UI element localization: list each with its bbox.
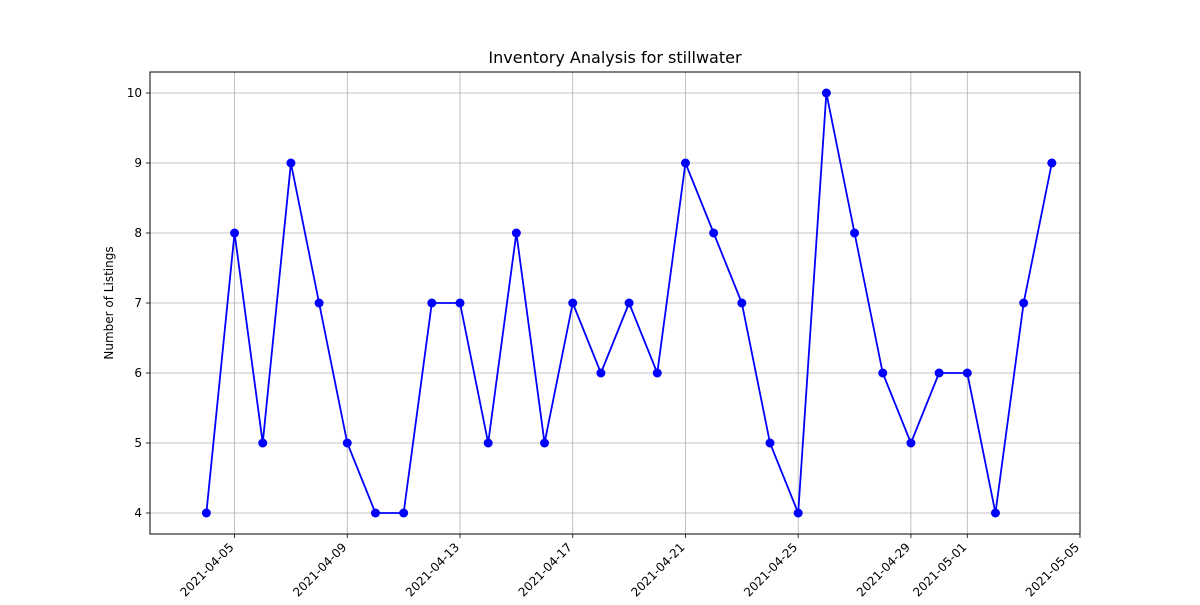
x-tick-label: 2021-04-17 <box>516 540 575 599</box>
x-tick-label: 2021-05-01 <box>910 540 969 599</box>
y-axis-label: Number of Listings <box>102 246 116 359</box>
data-point <box>596 368 606 378</box>
data-point <box>286 158 296 168</box>
data-point <box>1019 298 1029 308</box>
data-point <box>962 368 972 378</box>
data-point <box>568 298 578 308</box>
data-point <box>821 88 831 98</box>
y-tick-label: 5 <box>134 436 142 450</box>
data-point <box>709 228 719 238</box>
y-tick-label: 6 <box>134 366 142 380</box>
data-point <box>540 438 550 448</box>
x-tick-label: 2021-04-13 <box>403 540 462 599</box>
data-point <box>793 508 803 518</box>
data-point <box>878 368 888 378</box>
y-tick-label: 8 <box>134 226 142 240</box>
x-tick-label: 2021-04-29 <box>854 540 913 599</box>
x-tick-label: 2021-04-09 <box>290 540 349 599</box>
data-point <box>680 158 690 168</box>
chart-title: Inventory Analysis for stillwater <box>488 48 742 67</box>
data-point <box>737 298 747 308</box>
data-point <box>990 508 1000 518</box>
data-point <box>511 228 521 238</box>
data-point <box>427 298 437 308</box>
data-point <box>483 438 493 448</box>
data-point <box>652 368 662 378</box>
y-tick-label: 4 <box>134 506 142 520</box>
x-tick-label: 2021-04-25 <box>741 540 800 599</box>
data-point <box>370 508 380 518</box>
data-point <box>399 508 409 518</box>
data-point <box>258 438 268 448</box>
data-point <box>934 368 944 378</box>
data-point <box>624 298 634 308</box>
x-axis-ticks: 2021-04-05 2021-04-09 2021-04-13 2021-04-17… <box>177 534 1082 599</box>
data-point <box>455 298 465 308</box>
x-tick-label: 2021-05-05 <box>1023 540 1082 599</box>
data-point <box>850 228 860 238</box>
data-point <box>314 298 324 308</box>
data-point <box>230 228 240 238</box>
data-point <box>906 438 916 448</box>
y-tick-label: 9 <box>134 156 142 170</box>
data-points-layer <box>201 88 1057 518</box>
y-tick-label: 7 <box>134 296 142 310</box>
y-tick-label: 10 <box>127 86 142 100</box>
data-point <box>342 438 352 448</box>
y-axis-ticks: 4 5 6 7 8 9 10 <box>127 86 150 520</box>
x-tick-label: 2021-04-21 <box>628 540 687 599</box>
grid-layer <box>150 72 1081 534</box>
data-point <box>1047 158 1057 168</box>
x-tick-label: 2021-04-05 <box>177 540 236 599</box>
data-point <box>201 508 211 518</box>
data-point <box>765 438 775 448</box>
